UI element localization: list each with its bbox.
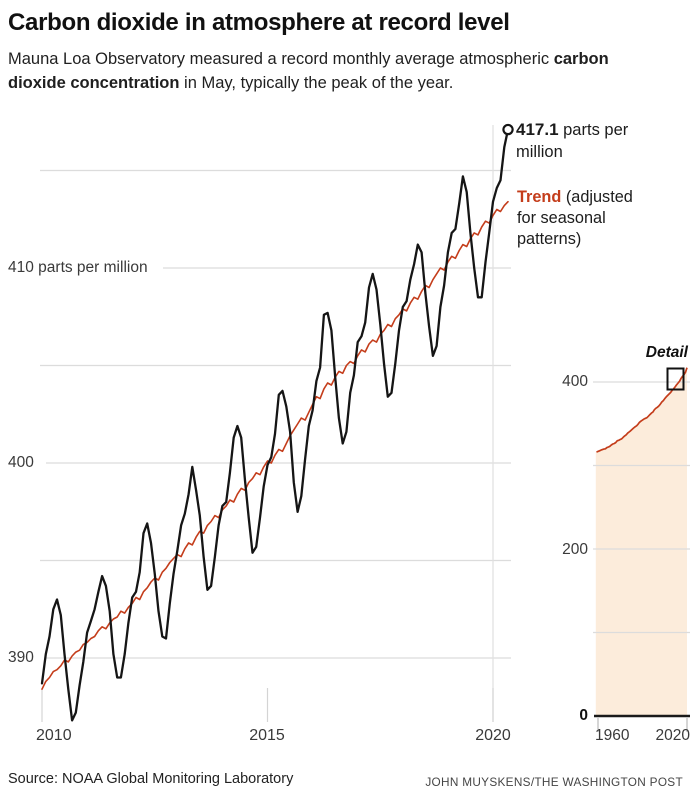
inset-x-tick-label-2020: 2020 — [655, 727, 690, 744]
inset-co2-line — [596, 367, 688, 453]
x-tick-label-2010: 2010 — [36, 727, 72, 744]
byline-credit: JOHN MUYSKENS/THE WASHINGTON POST — [425, 775, 683, 789]
subtitle-bold: carbon dioxide concentration — [8, 50, 609, 92]
y-tick-label-400: 400 — [8, 454, 34, 471]
trend-desc-line3: patterns) — [517, 230, 582, 248]
page-title: Carbon dioxide in atmosphere at record l… — [8, 9, 510, 36]
inset-detail-label: Detail — [645, 344, 688, 361]
inset-y-tick-label-0: 0 — [579, 707, 588, 724]
inset-y-tick-label-400: 400 — [562, 373, 588, 390]
inset-area — [595, 367, 687, 716]
detail-box — [666, 367, 685, 391]
y-tick-label-390: 390 — [8, 649, 34, 666]
peak-units-line2: million — [516, 142, 563, 161]
x-tick-label-2015: 2015 — [249, 727, 285, 744]
trend-desc: (adjusted — [561, 188, 633, 206]
peak-value: 417.1 — [516, 120, 559, 139]
subtitle: Mauna Loa Observatory measured a record … — [8, 48, 648, 95]
y-tick-label-410: 410 parts per million — [8, 259, 148, 276]
x-tick-label-2020: 2020 — [475, 727, 511, 744]
subtitle-rest: in May, typically the peak of the year. — [179, 73, 454, 92]
inset-y-tick-label-200: 200 — [562, 541, 588, 558]
peak-units: parts per — [558, 121, 629, 139]
trend-annotation: Trend (adjusted for seasonal patterns) — [517, 187, 682, 250]
inset-x-tick-label-1960: 1960 — [595, 727, 630, 744]
trend-desc-line2: for seasonal — [517, 209, 606, 227]
subtitle-line1: Mauna Loa Observatory measured a record … — [8, 50, 550, 68]
peak-annotation: 417.1 parts per million — [516, 119, 676, 163]
source-note: Source: NOAA Global Monitoring Laborator… — [8, 771, 294, 787]
end-point-marker — [502, 123, 514, 136]
trend-label: Trend — [517, 188, 562, 206]
co2-monthly-line — [40, 128, 510, 722]
